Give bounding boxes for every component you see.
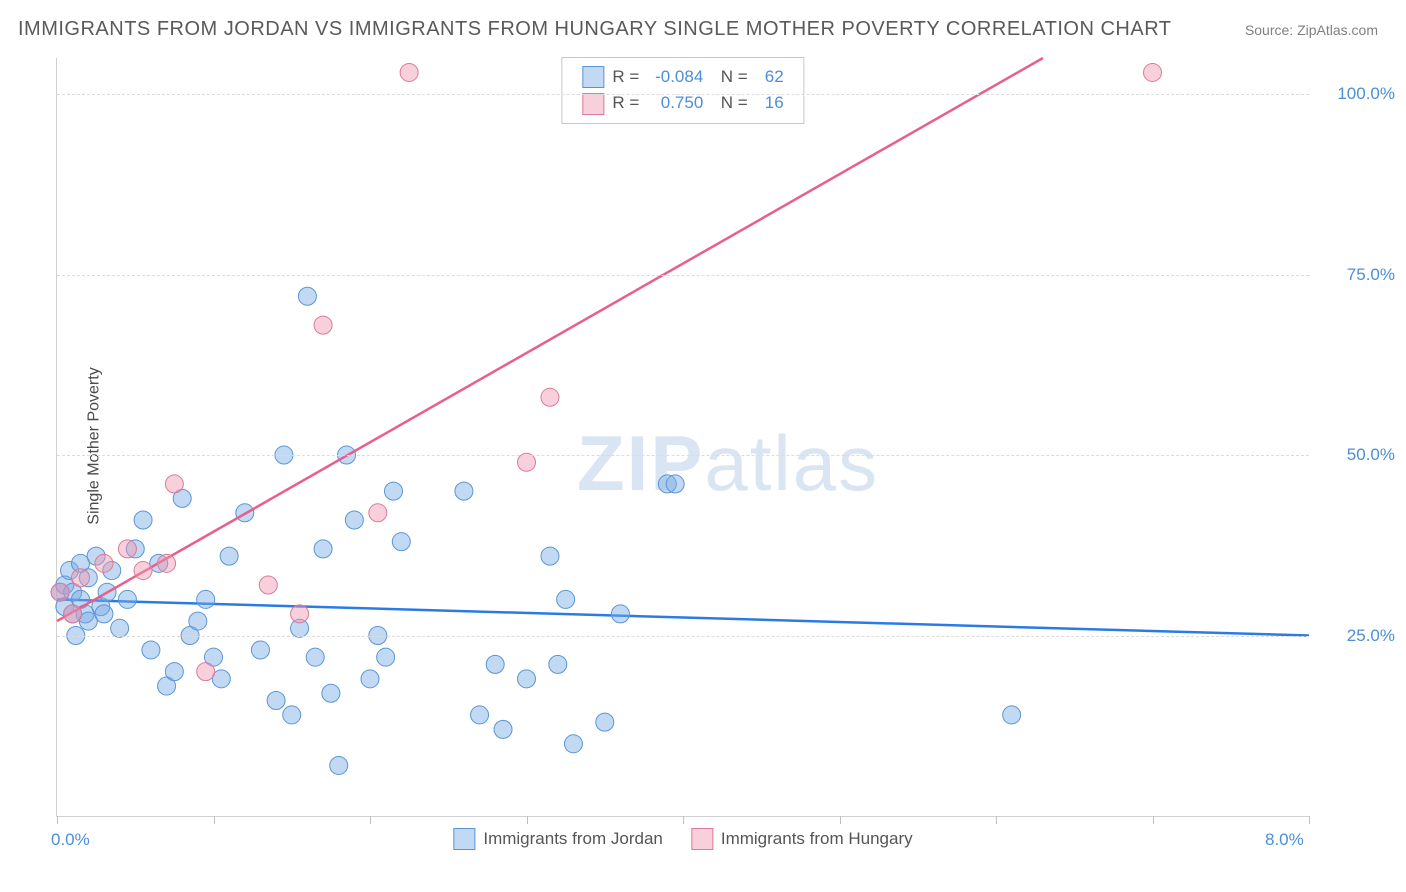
data-point (71, 569, 89, 587)
data-point (486, 655, 504, 673)
data-point (95, 554, 113, 572)
legend-row: R = -0.084 N = 62 (582, 64, 783, 90)
legend-n-label: N = (711, 64, 747, 90)
series-legend: Immigrants from Jordan Immigrants from Hu… (453, 828, 912, 850)
series-legend-item: Immigrants from Hungary (691, 828, 913, 850)
data-point (384, 482, 402, 500)
gridline (57, 636, 1309, 637)
data-point (51, 583, 69, 601)
plot-area: ZIPatlas R = -0.084 N = 62R = 0.750 N = … (56, 58, 1309, 817)
data-point (259, 576, 277, 594)
data-point (165, 475, 183, 493)
data-point (455, 482, 473, 500)
data-point (189, 612, 207, 630)
x-tick (1153, 816, 1154, 824)
data-point (283, 706, 301, 724)
stats-legend: R = -0.084 N = 62R = 0.750 N = 16 (561, 57, 804, 124)
data-point (158, 554, 176, 572)
gridline (57, 455, 1309, 456)
data-point (134, 511, 152, 529)
data-point (345, 511, 363, 529)
data-point (322, 684, 340, 702)
regression-line (57, 599, 1309, 635)
source-label: Source: ZipAtlas.com (1245, 22, 1378, 38)
x-tick (1309, 816, 1310, 824)
data-point (518, 670, 536, 688)
data-point (596, 713, 614, 731)
x-tick (370, 816, 371, 824)
x-tick-label: 0.0% (51, 830, 90, 850)
x-tick (996, 816, 997, 824)
scatter-svg (57, 58, 1309, 816)
data-point (369, 504, 387, 522)
data-point (291, 605, 309, 623)
legend-r-label: R = (612, 64, 639, 90)
data-point (361, 670, 379, 688)
legend-swatch (582, 93, 604, 115)
x-tick (840, 816, 841, 824)
data-point (314, 540, 332, 558)
x-tick (683, 816, 684, 824)
data-point (197, 663, 215, 681)
series-legend-item: Immigrants from Jordan (453, 828, 663, 850)
data-point (377, 648, 395, 666)
data-point (298, 287, 316, 305)
data-point (197, 590, 215, 608)
data-point (267, 691, 285, 709)
data-point (541, 388, 559, 406)
data-point (400, 63, 418, 81)
data-point (64, 605, 82, 623)
x-tick (527, 816, 528, 824)
data-point (95, 605, 113, 623)
x-tick (57, 816, 58, 824)
legend-swatch (453, 828, 475, 850)
data-point (557, 590, 575, 608)
data-point (314, 316, 332, 334)
data-point (220, 547, 238, 565)
data-point (1003, 706, 1021, 724)
legend-n-value: 62 (756, 64, 784, 90)
series-legend-label: Immigrants from Hungary (721, 829, 913, 849)
chart-title: IMMIGRANTS FROM JORDAN VS IMMIGRANTS FRO… (18, 18, 1172, 41)
data-point (142, 641, 160, 659)
data-point (494, 720, 512, 738)
data-point (541, 547, 559, 565)
legend-swatch (691, 828, 713, 850)
data-point (134, 562, 152, 580)
data-point (1144, 63, 1162, 81)
data-point (549, 655, 567, 673)
gridline (57, 94, 1309, 95)
data-point (611, 605, 629, 623)
y-tick-label: 50.0% (1317, 445, 1395, 465)
gridline (57, 275, 1309, 276)
data-point (165, 663, 183, 681)
data-point (330, 756, 348, 774)
y-tick-label: 75.0% (1317, 265, 1395, 285)
data-point (666, 475, 684, 493)
data-point (118, 590, 136, 608)
y-tick-label: 100.0% (1317, 84, 1395, 104)
data-point (251, 641, 269, 659)
data-point (118, 540, 136, 558)
data-point (564, 735, 582, 753)
data-point (471, 706, 489, 724)
x-tick-label: 8.0% (1265, 830, 1304, 850)
data-point (392, 533, 410, 551)
x-tick (214, 816, 215, 824)
y-tick-label: 25.0% (1317, 626, 1395, 646)
data-point (306, 648, 324, 666)
legend-r-value: -0.084 (647, 64, 703, 90)
legend-swatch (582, 66, 604, 88)
series-legend-label: Immigrants from Jordan (483, 829, 663, 849)
chart-container: IMMIGRANTS FROM JORDAN VS IMMIGRANTS FRO… (0, 0, 1406, 892)
regression-line (57, 58, 1043, 621)
